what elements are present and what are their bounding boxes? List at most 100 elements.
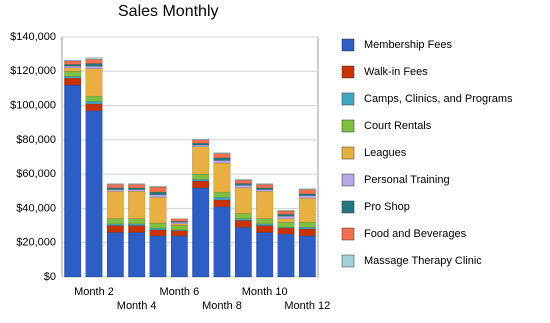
bar-segment [170, 221, 188, 225]
bar-segment [64, 76, 82, 79]
bar-segment [277, 209, 295, 212]
legend-swatch [341, 119, 355, 133]
legend-swatch [341, 92, 355, 106]
bar-segment [128, 189, 146, 192]
legend-swatch [341, 173, 355, 187]
x-tick-label: Month 10 [242, 286, 288, 298]
bar-segment [234, 218, 252, 221]
bar-segment [85, 95, 103, 102]
bar-segment [149, 191, 167, 195]
bar-segment [256, 225, 274, 233]
bar-segment [277, 218, 295, 223]
bar-segment [128, 225, 146, 233]
bar-segment [298, 189, 316, 195]
bar-segment [256, 223, 274, 226]
bar-segment [149, 235, 167, 278]
bar-segment [256, 187, 274, 190]
bar-segment [170, 223, 188, 226]
bar-segment [170, 230, 188, 237]
bar-segment [64, 71, 82, 77]
bar-segment [213, 157, 231, 161]
bar-segment [234, 185, 252, 189]
bar-segment [192, 180, 210, 189]
bar-segment [106, 225, 124, 233]
y-tick-label: $60,000 [16, 168, 56, 180]
bar-segment [106, 187, 124, 190]
bar-segment [256, 184, 274, 189]
y-tick-label: $20,000 [16, 237, 56, 249]
bar-segment [192, 143, 210, 146]
bar-segment [149, 227, 167, 231]
bar-segment [213, 191, 231, 198]
bar-segment [213, 153, 231, 159]
bar-segment [213, 197, 231, 201]
chart-title: Sales Monthly [118, 3, 219, 20]
bar-segment [298, 227, 316, 230]
bar-segment [256, 183, 274, 185]
bar-segment [234, 213, 252, 219]
bar-segment [192, 139, 210, 144]
legend-label: Food and Beverages [364, 228, 467, 240]
y-tick-label: $120,000 [10, 65, 56, 77]
bar-segment [256, 189, 274, 192]
bar-segment [192, 187, 210, 278]
bar-segment [149, 197, 167, 224]
bar-segment [192, 146, 210, 175]
bar-segment [234, 183, 252, 186]
bar-segment [277, 215, 295, 219]
bar-segment [298, 221, 316, 228]
bar-segment [106, 218, 124, 225]
legend-swatch [341, 227, 355, 241]
bar-segment [128, 223, 146, 226]
bar-segment [234, 220, 252, 228]
legend-swatch [341, 200, 355, 214]
bar-segment [85, 103, 103, 111]
bar-segment [64, 77, 82, 86]
legend-label: Leagues [364, 147, 407, 159]
bar-segment [234, 187, 252, 214]
bar-segment [64, 84, 82, 278]
bar-segment [64, 65, 82, 69]
y-tick-label: $0 [44, 271, 56, 283]
legend-swatch [341, 65, 355, 79]
y-tick-label: $140,000 [10, 31, 56, 43]
legend-label: Personal Training [364, 174, 450, 186]
bar-segment [106, 223, 124, 226]
x-tick-label: Month 2 [74, 286, 114, 298]
legend-swatch [341, 38, 355, 52]
bar-segment [298, 235, 316, 278]
bar-segment [85, 63, 103, 67]
x-tick-label: Month 12 [284, 300, 330, 312]
y-tick-label: $100,000 [10, 99, 56, 111]
bar-segment [128, 184, 146, 189]
bar-segment [213, 199, 231, 207]
bar-segment [213, 152, 231, 154]
bar-segment [128, 191, 146, 219]
bar-segment [256, 218, 274, 225]
bar-segment [298, 228, 316, 237]
bar-segment [149, 229, 167, 237]
bar-segment [298, 195, 316, 199]
bar-segment [213, 206, 231, 278]
bar-segment [106, 184, 124, 189]
bar-segment [277, 221, 295, 228]
bar-segment [128, 232, 146, 278]
bar-segment [256, 191, 274, 219]
legend-label: Massage Therapy Clinic [364, 255, 482, 267]
bar-segment [128, 218, 146, 225]
bar-segment [277, 210, 295, 215]
bar-segment [149, 222, 167, 229]
bar-segment [256, 232, 274, 278]
bar-segment [298, 197, 316, 223]
bar-segment [85, 101, 103, 105]
legend-swatch [341, 146, 355, 160]
bar-segment [128, 183, 146, 185]
x-tick-label: Month 4 [117, 300, 157, 312]
bar-segment [170, 221, 188, 223]
bar-segment [64, 59, 82, 62]
y-tick-label: $40,000 [16, 202, 56, 214]
bar-segment [277, 214, 295, 217]
bar-segment [277, 227, 295, 235]
bar-segment [213, 162, 231, 193]
